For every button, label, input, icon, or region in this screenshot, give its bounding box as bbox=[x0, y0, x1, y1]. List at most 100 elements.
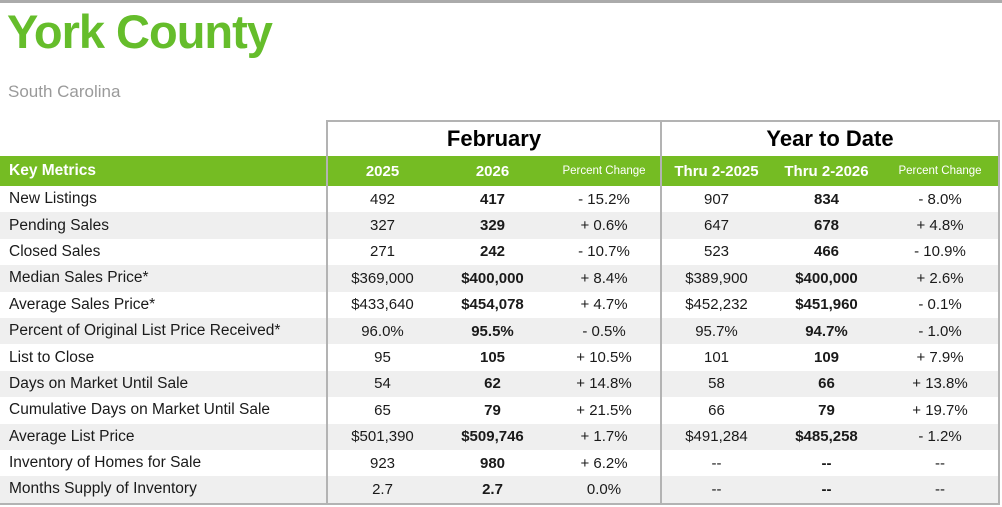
table-row: Months Supply of Inventory 2.7 2.7 0.0% … bbox=[0, 476, 1000, 503]
feb-2025-value: $369,000 bbox=[326, 265, 437, 292]
ytd-2025-value: 101 bbox=[660, 344, 771, 371]
metric-label: Median Sales Price* bbox=[9, 269, 149, 287]
column-header-thru-2-2025: Thru 2-2025 bbox=[660, 156, 771, 186]
ytd-percent-change-value: - 0.1% bbox=[882, 291, 1000, 318]
column-header-thru-2-2026: Thru 2-2026 bbox=[784, 162, 869, 180]
ytd-2026-value: $400,000 bbox=[795, 269, 858, 287]
ytd-2025-value: 95.7% bbox=[660, 317, 771, 345]
ytd-2026-value: $485,258 bbox=[795, 428, 858, 446]
feb-2025-value: 923 bbox=[326, 449, 437, 477]
metric-label: Inventory of Homes for Sale bbox=[9, 454, 202, 472]
feb-percent-change-value: + 6.2% bbox=[580, 454, 628, 472]
top-divider-rule bbox=[0, 0, 1002, 3]
feb-2025-value: 54 bbox=[326, 370, 437, 398]
feb-percent-change-value: 0.0% bbox=[586, 480, 622, 498]
table-row: New Listings 492 417 - 15.2% 907 834 - 8… bbox=[0, 186, 1000, 213]
table-row: Median Sales Price* $369,000 $400,000 + … bbox=[0, 265, 1000, 292]
metric-label: Cumulative Days on Market Until Sale bbox=[9, 401, 271, 419]
feb-2025-value: $433,640 bbox=[326, 291, 437, 318]
feb-2026-value: $454,078 bbox=[461, 296, 524, 314]
metric-label: Days on Market Until Sale bbox=[9, 374, 189, 392]
ytd-2026-value: 94.7% bbox=[805, 322, 848, 340]
ytd-percent-change-value: + 19.7% bbox=[882, 397, 1000, 424]
ytd-2026-value: 79 bbox=[818, 401, 835, 419]
ytd-percent-change-value: -- bbox=[882, 449, 1000, 477]
table-row: Inventory of Homes for Sale 923 980 + 6.… bbox=[0, 449, 1000, 477]
feb-percent-change-value: - 10.7% bbox=[578, 243, 630, 261]
feb-percent-change-value: - 15.2% bbox=[578, 190, 630, 208]
ytd-2025-value: -- bbox=[660, 476, 771, 503]
feb-2026-value: 105 bbox=[479, 349, 506, 367]
ytd-percent-change-value: + 7.9% bbox=[882, 344, 1000, 371]
ytd-2026-value: 109 bbox=[813, 349, 840, 367]
key-metrics-table: February Year to Date Key Metrics 2025 2… bbox=[0, 120, 1000, 505]
ytd-2026-value: -- bbox=[821, 454, 832, 472]
ytd-percent-change-value: - 10.9% bbox=[882, 238, 1000, 266]
metric-label: Months Supply of Inventory bbox=[9, 480, 197, 498]
group-header-row: February Year to Date bbox=[0, 120, 1000, 156]
ytd-2026-value: 678 bbox=[813, 217, 840, 235]
ytd-2025-value: 647 bbox=[660, 212, 771, 239]
page-subtitle: South Carolina bbox=[8, 82, 121, 101]
table-row: Days on Market Until Sale 54 62 + 14.8% … bbox=[0, 370, 1000, 398]
table-row: Percent of Original List Price Received*… bbox=[0, 317, 1000, 345]
page-title: York County bbox=[7, 5, 273, 58]
feb-2026-value: 417 bbox=[479, 190, 506, 208]
feb-2025-value: 327 bbox=[326, 212, 437, 239]
ytd-2025-value: -- bbox=[660, 449, 771, 477]
feb-2026-value: 2.7 bbox=[482, 480, 503, 498]
feb-percent-change-value: + 8.4% bbox=[580, 269, 628, 287]
feb-2025-value: 96.0% bbox=[326, 317, 437, 345]
feb-2026-value: 980 bbox=[479, 454, 506, 472]
ytd-2026-value: 834 bbox=[813, 190, 840, 208]
ytd-2025-value: $491,284 bbox=[660, 423, 771, 450]
feb-2025-value: 271 bbox=[326, 238, 437, 266]
column-header-feb-percent-change: Percent Change bbox=[562, 165, 646, 177]
ytd-percent-change-value: + 13.8% bbox=[882, 370, 1000, 398]
ytd-percent-change-value: - 1.2% bbox=[882, 423, 1000, 450]
metric-label: List to Close bbox=[9, 348, 95, 366]
table-row: Average Sales Price* $433,640 $454,078 +… bbox=[0, 291, 1000, 318]
ytd-percent-change-value: + 4.8% bbox=[882, 212, 1000, 239]
ytd-2026-value: $451,960 bbox=[795, 296, 858, 314]
table-row: List to Close 95 105 + 10.5% 101 109 + 7… bbox=[0, 344, 1000, 371]
metric-label: Percent of Original List Price Received* bbox=[9, 322, 281, 340]
ytd-2026-value: 466 bbox=[813, 243, 840, 261]
feb-2026-value: 79 bbox=[484, 401, 501, 419]
feb-percent-change-value: + 4.7% bbox=[580, 296, 628, 314]
feb-2026-value: 95.5% bbox=[471, 322, 514, 340]
feb-2026-value: 62 bbox=[484, 375, 501, 393]
ytd-2025-value: $389,900 bbox=[660, 265, 771, 292]
feb-2025-value: 95 bbox=[326, 344, 437, 371]
column-header-feb-2025: 2025 bbox=[326, 156, 437, 186]
table-row: Average List Price $501,390 $509,746 + 1… bbox=[0, 423, 1000, 450]
ytd-2026-value: -- bbox=[821, 480, 832, 498]
feb-percent-change-value: + 10.5% bbox=[576, 349, 632, 367]
ytd-percent-change-value: - 1.0% bbox=[882, 317, 1000, 345]
feb-percent-change-value: - 0.5% bbox=[582, 322, 626, 340]
column-header-row: Key Metrics 2025 2026 Percent Change Thr… bbox=[0, 156, 1000, 186]
ytd-percent-change-value: -- bbox=[882, 476, 1000, 503]
feb-2026-value: 242 bbox=[479, 243, 506, 261]
metric-label: Pending Sales bbox=[9, 216, 109, 234]
table-row: Pending Sales 327 329 + 0.6% 647 678 + 4… bbox=[0, 212, 1000, 239]
feb-percent-change-value: + 14.8% bbox=[576, 375, 632, 393]
ytd-2025-value: 907 bbox=[660, 186, 771, 213]
metric-label: Closed Sales bbox=[9, 242, 101, 260]
column-header-feb-2026: 2026 bbox=[475, 162, 510, 180]
group-header-year-to-date: Year to Date bbox=[660, 120, 1000, 156]
ytd-2026-value: 66 bbox=[818, 375, 835, 393]
feb-percent-change-value: + 1.7% bbox=[580, 428, 628, 446]
table-row: Closed Sales 271 242 - 10.7% 523 466 - 1… bbox=[0, 238, 1000, 266]
column-header-ytd-percent-change: Percent Change bbox=[882, 156, 1000, 186]
feb-2026-value: $400,000 bbox=[461, 269, 524, 287]
metric-label: New Listings bbox=[9, 190, 97, 208]
feb-2026-value: 329 bbox=[479, 217, 506, 235]
table-row: Cumulative Days on Market Until Sale 65 … bbox=[0, 397, 1000, 424]
ytd-2025-value: 58 bbox=[660, 370, 771, 398]
group-header-spacer bbox=[0, 120, 326, 156]
feb-2026-value: $509,746 bbox=[461, 428, 524, 446]
metric-label: Average Sales Price* bbox=[9, 295, 156, 313]
ytd-2025-value: $452,232 bbox=[660, 291, 771, 318]
